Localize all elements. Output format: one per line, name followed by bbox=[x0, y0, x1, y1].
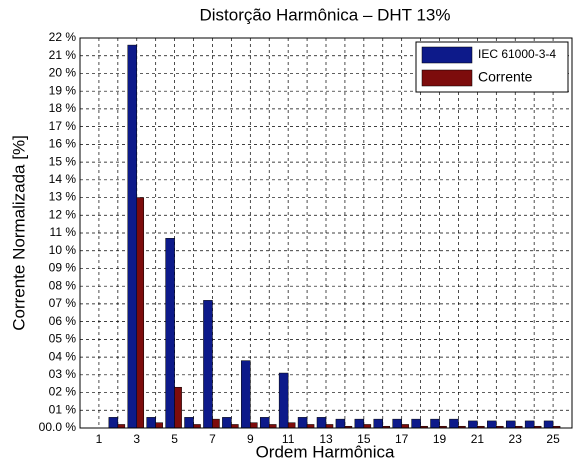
bar bbox=[411, 418, 421, 429]
y-tick-label: 07 % bbox=[49, 296, 77, 310]
bar bbox=[449, 418, 459, 429]
y-tick-label: 19 % bbox=[49, 83, 77, 97]
bar bbox=[127, 44, 138, 429]
x-tick-label: 23 bbox=[509, 432, 523, 446]
y-tick-label: 03 % bbox=[49, 367, 77, 381]
bar bbox=[306, 424, 315, 429]
bar bbox=[335, 418, 346, 429]
y-tick-label: 08 % bbox=[49, 278, 77, 292]
y-tick-label: 02 % bbox=[49, 385, 77, 399]
y-tick-label: 22 % bbox=[49, 30, 77, 44]
x-tick-label: 1 bbox=[96, 432, 103, 446]
bar bbox=[505, 420, 516, 429]
bar bbox=[325, 424, 334, 429]
bar bbox=[231, 424, 239, 429]
bar bbox=[524, 420, 535, 429]
x-axis-label: Ordem Harmônica bbox=[256, 442, 395, 461]
y-tick-label: 15 % bbox=[49, 154, 77, 168]
x-tick-label: 5 bbox=[171, 432, 178, 446]
bar bbox=[250, 422, 258, 429]
bar bbox=[487, 420, 497, 429]
bar bbox=[363, 424, 372, 429]
x-tick-label: 3 bbox=[133, 432, 140, 446]
legend-swatch bbox=[421, 46, 473, 64]
y-axis-label: Corrente Normalizada [%] bbox=[9, 135, 28, 331]
bar bbox=[136, 197, 145, 429]
bar bbox=[297, 417, 308, 429]
bar bbox=[184, 417, 194, 429]
y-tick-label: 17 % bbox=[49, 119, 77, 133]
y-tick-label: 12 % bbox=[49, 207, 77, 221]
bar bbox=[117, 424, 126, 429]
x-tick-label: 7 bbox=[209, 432, 216, 446]
legend-label: IEC 61000-3-4 bbox=[478, 47, 556, 61]
x-tick-label: 13 bbox=[319, 432, 333, 446]
bar bbox=[543, 420, 554, 429]
plot-frame bbox=[79, 37, 573, 429]
y-tick-label: 13 % bbox=[49, 190, 77, 204]
chart-title: Distorção Harmônica – DHT 13% bbox=[200, 5, 451, 24]
y-tick-label: 11 % bbox=[50, 225, 77, 239]
bar bbox=[212, 418, 220, 429]
x-tick-label: 25 bbox=[546, 432, 560, 446]
bar bbox=[146, 417, 156, 429]
y-tick-label: 20 % bbox=[49, 66, 77, 80]
bar bbox=[401, 424, 409, 429]
y-tick-label: 18 % bbox=[49, 101, 77, 115]
bar bbox=[392, 418, 402, 429]
bar bbox=[268, 424, 277, 429]
bar bbox=[241, 360, 251, 429]
y-tick-label: 06 % bbox=[49, 314, 77, 328]
bar bbox=[259, 417, 270, 429]
bar bbox=[373, 418, 384, 429]
x-tick-label: 21 bbox=[471, 432, 485, 446]
x-tick-label: 19 bbox=[433, 432, 447, 446]
y-tick-label: 00.0 % bbox=[39, 420, 77, 434]
bar bbox=[165, 238, 175, 429]
y-tick-label: 09 % bbox=[49, 261, 77, 275]
x-tick-label: 11 bbox=[282, 432, 295, 446]
x-tick-label: 15 bbox=[357, 432, 371, 446]
y-tick-label: 04 % bbox=[49, 349, 77, 363]
bar bbox=[203, 300, 213, 429]
legend-swatch bbox=[421, 69, 473, 87]
y-tick-label: 05 % bbox=[49, 332, 77, 346]
bar bbox=[174, 386, 182, 429]
y-tick-label: 21 % bbox=[49, 48, 77, 62]
x-tick-label: 9 bbox=[247, 432, 254, 446]
bar bbox=[468, 420, 478, 429]
bar bbox=[287, 422, 296, 429]
y-tick-label: 10 % bbox=[49, 243, 77, 257]
legend-label: Corrente bbox=[478, 69, 533, 85]
bar bbox=[222, 417, 232, 429]
y-tick-label: 14 % bbox=[49, 172, 77, 186]
bar bbox=[155, 422, 163, 429]
y-tick-label: 16 % bbox=[49, 137, 77, 151]
bar bbox=[108, 417, 119, 429]
bar bbox=[193, 424, 201, 429]
bar bbox=[316, 417, 327, 429]
bar bbox=[278, 372, 289, 429]
y-tick-label: 01 % bbox=[49, 402, 77, 416]
bar bbox=[354, 418, 365, 429]
bar bbox=[430, 418, 440, 429]
x-tick-label: 17 bbox=[395, 432, 409, 446]
